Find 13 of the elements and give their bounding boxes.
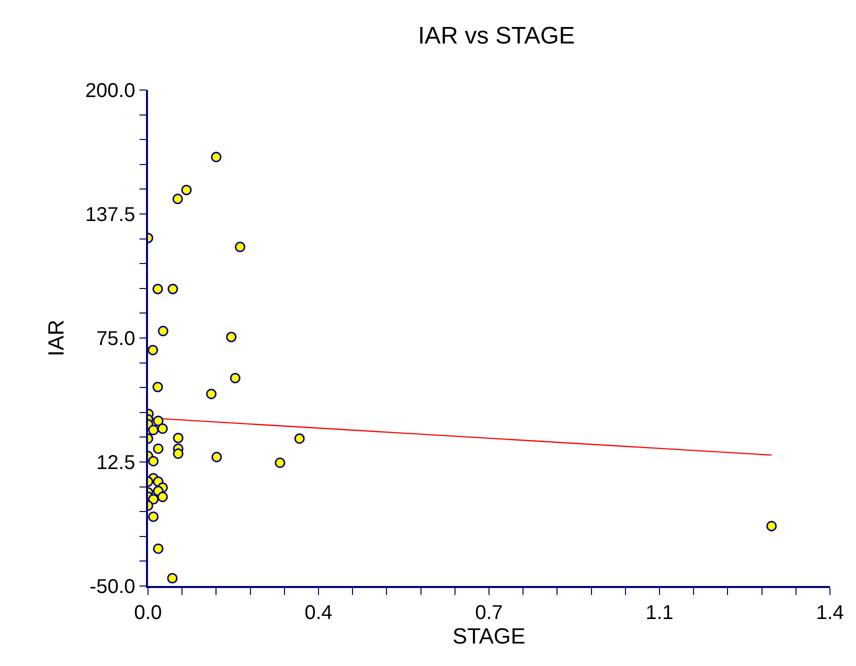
x-axis-title: STAGE bbox=[452, 624, 526, 649]
y-tick-label: 12.5 bbox=[96, 452, 136, 474]
x-tick-label: 0.4 bbox=[304, 602, 332, 624]
x-tick-label: 1.1 bbox=[646, 602, 674, 624]
y-tick-label: 137.5 bbox=[85, 204, 136, 226]
x-tick-label: 1.4 bbox=[816, 602, 844, 624]
x-tick-label: 0.0 bbox=[134, 602, 162, 624]
y-tick-label: 200.0 bbox=[85, 80, 136, 102]
x-tick-label: 0.7 bbox=[475, 602, 503, 624]
y-tick-label: 75.0 bbox=[96, 328, 136, 350]
chart-title: IAR vs STAGE bbox=[418, 22, 575, 50]
y-tick-label: -50.0 bbox=[90, 576, 136, 598]
y-axis-title: IAR bbox=[43, 320, 68, 356]
